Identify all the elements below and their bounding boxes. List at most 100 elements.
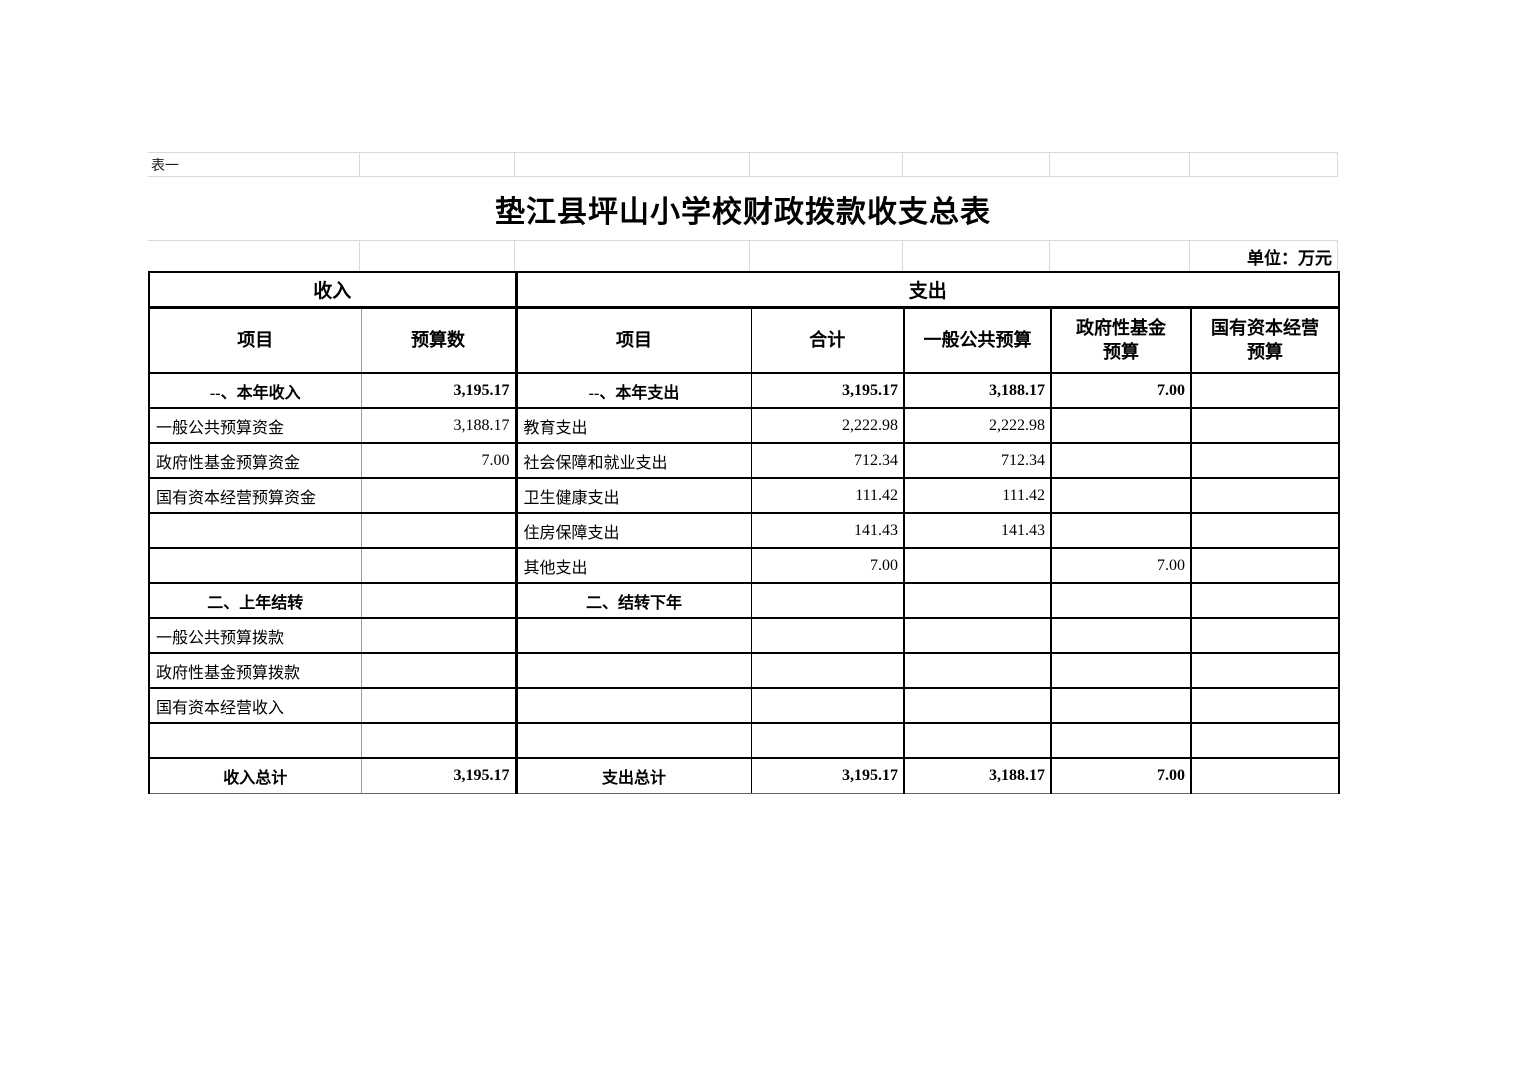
table-cell <box>361 688 518 724</box>
title-row: 垫江县坪山小学校财政拨款收支总表 <box>148 177 1338 241</box>
table-row: 其他支出 7.00 7.00 <box>149 548 1340 584</box>
grid-cell <box>1050 153 1190 176</box>
table-cell: 3,195.17 <box>361 373 518 409</box>
table-cell: 一般公共预算拨款 <box>149 618 362 654</box>
table-cell: 7.00 <box>361 443 518 479</box>
table-cell: 7.00 <box>751 548 906 584</box>
table-row <box>149 723 1340 759</box>
table-cell <box>1051 653 1193 689</box>
table-cell <box>751 688 906 724</box>
table-cell: 社会保障和就业支出 <box>516 443 752 479</box>
table-cell <box>1191 583 1340 619</box>
table-cell: 3,195.17 <box>361 758 518 794</box>
table-cell <box>361 548 518 584</box>
table-cell: 141.43 <box>751 513 906 549</box>
table-cell <box>1051 583 1193 619</box>
table-cell <box>751 723 906 759</box>
table-cell <box>149 723 362 759</box>
table-row: 一般公共预算拨款 <box>149 618 1340 654</box>
table-cell <box>1191 653 1340 689</box>
table-cell: 141.43 <box>904 513 1053 549</box>
table-cell: 政府性基金预算资金 <box>149 443 362 479</box>
table-cell <box>516 618 752 654</box>
table-cell: 3,188.17 <box>361 408 518 444</box>
table-row: 收入总计 3,195.17 支出总计 3,195.17 3,188.17 7.00 <box>149 758 1340 794</box>
grid-cell <box>750 153 903 176</box>
expense-group-header: 支出 <box>516 272 1340 309</box>
table-cell <box>361 723 518 759</box>
table-cell: 712.34 <box>904 443 1053 479</box>
table-cell: 2,222.98 <box>751 408 906 444</box>
table-cell: 一般公共预算资金 <box>149 408 362 444</box>
table-cell: --、本年支出 <box>516 373 752 409</box>
table-cell: 111.42 <box>751 478 906 514</box>
table-cell: 二、结转下年 <box>516 583 752 619</box>
table-row: 国有资本经营预算资金 卫生健康支出 111.42 111.42 <box>149 478 1340 514</box>
budget-table: 收入 支出 项目 预算数 项目 合计 一般公共预算 政府性基金 预算 国有资本经… <box>148 271 1341 794</box>
table-cell <box>904 653 1053 689</box>
group-header-row: 收入 支出 <box>149 272 1340 309</box>
column-header-row: 项目 预算数 项目 合计 一般公共预算 政府性基金 预算 国有资本经营 预算 <box>149 307 1340 374</box>
table-cell <box>1191 513 1340 549</box>
table-cell: 2,222.98 <box>904 408 1053 444</box>
table-row: 二、上年结转 二、结转下年 <box>149 583 1340 619</box>
table-row: --、本年收入 3,195.17 --、本年支出 3,195.17 3,188.17 7.… <box>149 373 1340 409</box>
column-header-income-budget: 预算数 <box>361 307 518 374</box>
column-header-expense-item: 项目 <box>516 307 752 374</box>
table-cell <box>516 653 752 689</box>
table-cell <box>361 653 518 689</box>
grid-cell <box>515 241 750 271</box>
table-cell: 7.00 <box>1051 758 1193 794</box>
grid-cell: 单位：万元 <box>1190 241 1338 271</box>
table-cell <box>1191 688 1340 724</box>
table-cell <box>1051 408 1193 444</box>
table-cell <box>1051 618 1193 654</box>
table-cell <box>1191 373 1340 409</box>
table-row: 政府性基金预算拨款 <box>149 653 1340 689</box>
page-title: 垫江县坪山小学校财政拨款收支总表 <box>495 195 991 229</box>
table-cell: 3,188.17 <box>904 758 1053 794</box>
table-cell <box>1191 443 1340 479</box>
table-cell <box>751 618 906 654</box>
column-header-total: 合计 <box>751 307 906 374</box>
table-cell: 二、上年结转 <box>149 583 362 619</box>
table-cell: 政府性基金预算拨款 <box>149 653 362 689</box>
table-cell <box>516 688 752 724</box>
table-cell <box>1191 408 1340 444</box>
column-header-govt-fund-budget: 政府性基金 预算 <box>1051 307 1193 374</box>
grid-cell <box>903 241 1050 271</box>
unit-note: 单位：万元 <box>1247 248 1332 268</box>
table-cell <box>751 583 906 619</box>
grid-cell <box>903 153 1050 176</box>
income-group-header: 收入 <box>149 272 518 309</box>
table-cell <box>1051 688 1193 724</box>
table-cell: --、本年收入 <box>149 373 362 409</box>
grid-cell <box>360 241 515 271</box>
table-cell <box>361 583 518 619</box>
grid-cell <box>750 241 903 271</box>
table-body: --、本年收入 3,195.17 --、本年支出 3,195.17 3,188.17 7.… <box>149 373 1340 794</box>
table-cell: 收入总计 <box>149 758 362 794</box>
table-cell <box>1051 443 1193 479</box>
table-cell: 7.00 <box>1051 373 1193 409</box>
table-cell <box>1191 723 1340 759</box>
table-cell: 国有资本经营收入 <box>149 688 362 724</box>
table-cell: 111.42 <box>904 478 1053 514</box>
column-header-state-capital-budget: 国有资本经营 预算 <box>1191 307 1340 374</box>
table-cell: 卫生健康支出 <box>516 478 752 514</box>
grid-cell <box>1050 241 1190 271</box>
table-cell: 3,195.17 <box>751 373 906 409</box>
grid-cell: 表一 <box>148 153 360 176</box>
table-cell: 教育支出 <box>516 408 752 444</box>
table-cell <box>751 653 906 689</box>
sheet-label-row: 表一 <box>148 152 1338 177</box>
table-cell: 其他支出 <box>516 548 752 584</box>
table-cell: 7.00 <box>1051 548 1193 584</box>
grid-cell <box>515 153 750 176</box>
table-cell: 3,188.17 <box>904 373 1053 409</box>
table-cell <box>1191 618 1340 654</box>
grid-cell <box>148 241 360 271</box>
table-cell <box>1051 723 1193 759</box>
grid-cell <box>360 153 515 176</box>
